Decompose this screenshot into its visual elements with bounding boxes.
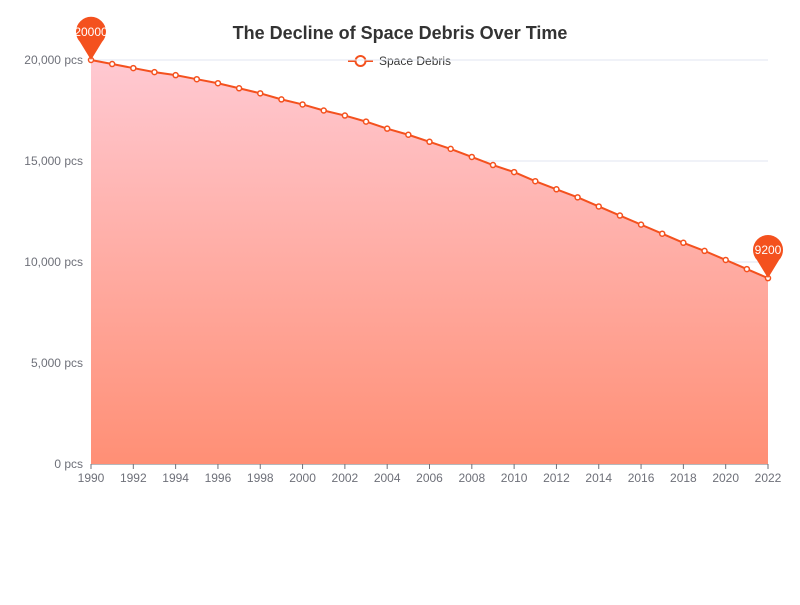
data-point[interactable] bbox=[489, 161, 497, 169]
x-tick-label: 2014 bbox=[585, 471, 612, 485]
mark-point-label: 9200 bbox=[755, 243, 782, 257]
data-point[interactable] bbox=[553, 186, 560, 193]
data-point[interactable] bbox=[616, 212, 624, 219]
data-point[interactable] bbox=[257, 90, 264, 97]
data-point[interactable] bbox=[172, 71, 179, 79]
x-tick-label: 2006 bbox=[416, 471, 443, 485]
data-point[interactable] bbox=[405, 131, 412, 138]
data-point[interactable] bbox=[658, 230, 666, 237]
plot-area bbox=[87, 56, 772, 464]
legend-marker-icon bbox=[354, 55, 367, 67]
mark-points: 20000 9200 bbox=[74, 16, 783, 279]
y-tick-label: 20,000 pcs bbox=[24, 53, 83, 67]
data-point[interactable] bbox=[468, 153, 476, 161]
data-point[interactable] bbox=[108, 60, 116, 68]
area-fill bbox=[91, 60, 768, 464]
data-point[interactable] bbox=[214, 79, 222, 87]
data-point[interactable] bbox=[447, 145, 454, 153]
mark-point-pin: 20000 bbox=[74, 16, 108, 60]
data-point[interactable] bbox=[278, 96, 285, 103]
y-tick-label: 15,000 pcs bbox=[24, 154, 83, 168]
data-point[interactable] bbox=[722, 256, 729, 264]
x-tick-label: 2012 bbox=[543, 471, 570, 485]
data-point[interactable] bbox=[193, 75, 201, 83]
mark-point-label: 20000 bbox=[74, 25, 108, 39]
data-point[interactable] bbox=[320, 107, 327, 114]
x-tick-label: 2022 bbox=[755, 471, 782, 485]
data-point[interactable] bbox=[235, 85, 243, 92]
y-tick-label: 10,000 pcs bbox=[24, 255, 83, 269]
x-tick-label: 1994 bbox=[162, 471, 189, 485]
pin-shape bbox=[753, 234, 783, 279]
pin-shape bbox=[76, 16, 106, 60]
y-axis-labels: 0 pcs 5,000 pcs 10,000 pcs 15,000 pcs 20,000… bbox=[24, 53, 83, 471]
chart-title: The Decline of Space Debris Over Time bbox=[233, 23, 568, 43]
x-tick-label: 2002 bbox=[332, 471, 359, 485]
data-point[interactable] bbox=[532, 177, 539, 185]
data-point[interactable] bbox=[510, 168, 518, 176]
data-point[interactable] bbox=[637, 221, 645, 228]
legend[interactable]: Space Debris bbox=[348, 54, 451, 68]
data-point[interactable] bbox=[151, 68, 158, 76]
x-axis: 1990 1992 1994 1996 1998 2000 2002 2004 2006 2008… bbox=[78, 463, 782, 485]
legend-label: Space Debris bbox=[379, 54, 451, 68]
data-point[interactable] bbox=[341, 112, 349, 119]
x-tick-label: 2010 bbox=[501, 471, 528, 485]
x-tick-label: 1998 bbox=[247, 471, 274, 485]
data-point[interactable] bbox=[595, 203, 602, 210]
x-tick-label: 2018 bbox=[670, 471, 697, 485]
x-tick-label: 1992 bbox=[120, 471, 147, 485]
data-point[interactable] bbox=[426, 138, 433, 146]
mark-point-pin: 9200 bbox=[753, 234, 783, 279]
data-point[interactable] bbox=[680, 239, 687, 247]
y-tick-label: 5,000 pcs bbox=[31, 356, 83, 370]
x-tick-label: 1996 bbox=[205, 471, 232, 485]
data-point[interactable] bbox=[574, 194, 581, 201]
data-point[interactable] bbox=[299, 101, 306, 108]
x-tick-label: 2008 bbox=[458, 471, 485, 485]
x-tick-label: 2016 bbox=[628, 471, 655, 485]
x-tick-label: 2004 bbox=[374, 471, 401, 485]
data-point[interactable] bbox=[743, 265, 751, 273]
data-point[interactable] bbox=[701, 247, 708, 255]
data-point[interactable] bbox=[130, 64, 137, 72]
data-point[interactable] bbox=[362, 118, 370, 125]
x-tick-label: 2000 bbox=[289, 471, 316, 485]
y-tick-label: 0 pcs bbox=[54, 457, 83, 471]
x-tick-label: 2020 bbox=[712, 471, 739, 485]
x-tick-label: 1990 bbox=[78, 471, 105, 485]
data-point[interactable] bbox=[383, 125, 391, 132]
